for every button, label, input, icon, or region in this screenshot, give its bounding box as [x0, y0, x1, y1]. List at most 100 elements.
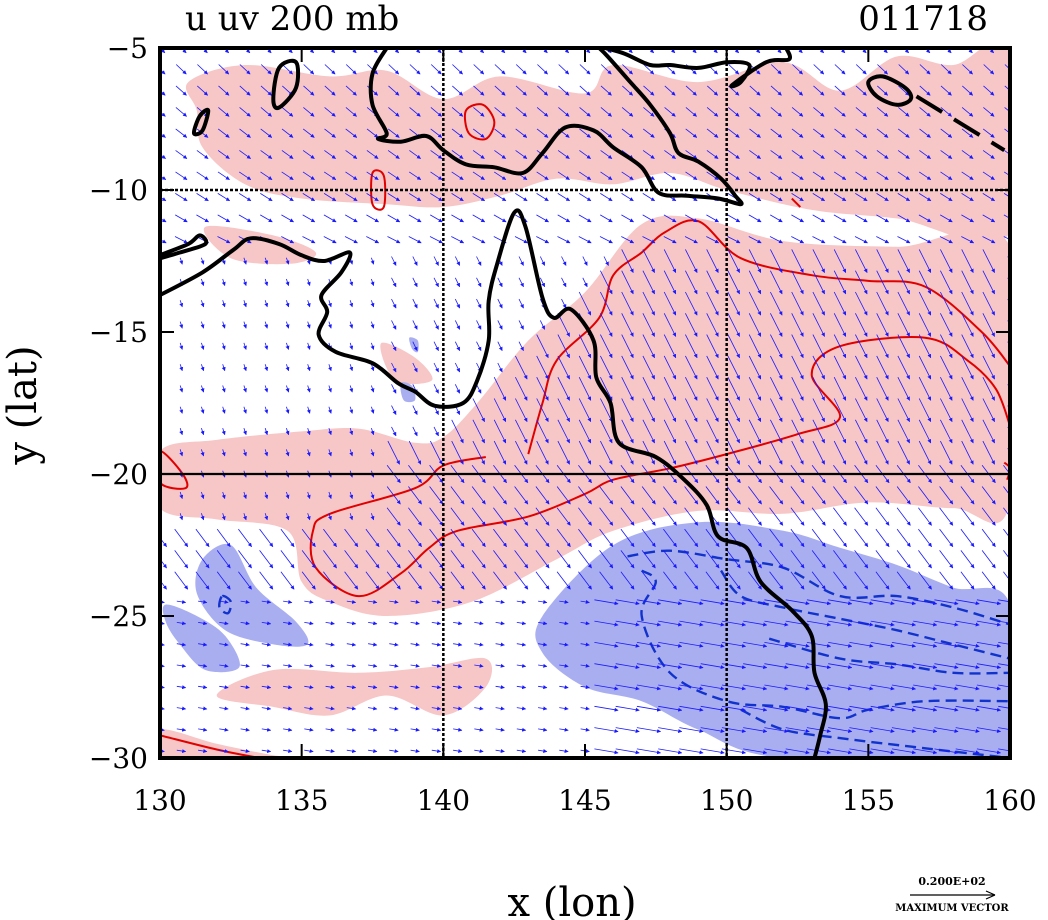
wind-vector-arrow [346, 642, 357, 647]
wind-vector-arrow [370, 491, 375, 499]
wind-vector-arrow [349, 278, 354, 286]
wind-vector-arrow [727, 128, 740, 138]
wind-vector-arrow [280, 550, 295, 569]
wind-vector-arrow [345, 85, 357, 96]
wind-vector-arrow [642, 334, 655, 359]
wind-vector-arrow [451, 419, 464, 444]
wind-vector-arrow [301, 550, 316, 569]
wind-vector-arrow [328, 385, 332, 393]
wind-vector-arrow [621, 270, 634, 295]
y-tick-label: −5 [107, 32, 148, 65]
wind-vector-arrow [366, 128, 379, 138]
wind-vector-arrow [368, 706, 378, 711]
wind-vector-arrow [557, 236, 571, 244]
wind-vector-arrow [749, 150, 761, 159]
wind-vector-arrow [408, 236, 422, 244]
wind-vector-arrow [706, 128, 719, 138]
wind-vector-arrow [453, 749, 463, 754]
wind-vector-arrow [685, 270, 698, 295]
wind-vector-arrow [174, 214, 188, 223]
wind-vector-arrow [325, 599, 335, 604]
wind-vector-arrow [200, 406, 205, 414]
wind-vector-arrow [285, 513, 290, 521]
wind-vector-arrow [559, 663, 569, 668]
wind-vector-arrow [516, 663, 527, 668]
wind-vector-arrow [515, 150, 528, 159]
wind-vector-arrow [514, 486, 529, 505]
wind-vector-arrow [219, 599, 229, 604]
wind-vector-arrow [700, 727, 725, 733]
wind-vector-arrow [280, 528, 295, 548]
y-axis-label: y (lat) [0, 345, 46, 465]
wind-vector-arrow [497, 362, 503, 373]
wind-vector-arrow [306, 278, 311, 286]
wind-vector-arrow [281, 193, 294, 202]
wind-vector-arrow [473, 85, 485, 96]
wind-vector-arrow [179, 257, 184, 265]
wind-vector-arrow [240, 685, 250, 690]
wind-vector-arrow [410, 727, 420, 732]
wind-vector-arrow [770, 313, 783, 337]
wind-vector-arrow [536, 128, 549, 138]
wind-vector-arrow [636, 599, 661, 606]
wind-vector-arrow [472, 419, 485, 444]
wind-vector-arrow [516, 685, 527, 690]
wind-vector-arrow [280, 571, 295, 590]
wind-vector-arrow [538, 749, 548, 754]
wind-vector-arrow [516, 749, 527, 754]
wind-vector-arrow [308, 48, 314, 54]
wind-vector-arrow [471, 571, 486, 590]
wind-vector-arrow [495, 727, 505, 732]
wind-vector-arrow [198, 749, 208, 754]
wind-vector-arrow [221, 491, 226, 499]
wind-vector-arrow [261, 621, 272, 626]
wind-vector-arrow [536, 193, 549, 202]
wind-vector-arrow [451, 128, 464, 138]
wind-vector-arrow [748, 419, 762, 444]
wind-vector-arrow [579, 107, 591, 117]
wind-vector-arrow [285, 385, 290, 393]
wind-vector-arrow [430, 193, 443, 202]
wind-vector-arrow [410, 621, 420, 626]
wind-vector-arrow [706, 236, 720, 244]
wind-vector-arrow [620, 486, 635, 505]
wind-vector-arrow [198, 663, 208, 668]
wind-vector-arrow [705, 528, 720, 548]
wind-vector-arrow [306, 427, 311, 436]
wind-vector-arrow [243, 427, 247, 436]
wind-vector-arrow [240, 621, 250, 626]
wind-vector-arrow [663, 291, 677, 316]
wind-vector-arrow [770, 150, 783, 159]
wind-vector-arrow [599, 528, 614, 548]
wind-vector-arrow [642, 128, 655, 138]
wind-vector-arrow [621, 419, 634, 444]
wind-vector-arrow [386, 507, 401, 526]
wind-vector-arrow [223, 48, 229, 54]
wind-vector-arrow [706, 313, 719, 337]
wind-vector-arrow [454, 256, 461, 266]
wind-vector-arrow [559, 599, 569, 604]
wind-vector-arrow [770, 334, 783, 359]
wind-vector-arrow [580, 663, 590, 668]
wind-vector-arrow [580, 727, 590, 732]
wind-vector-arrow [412, 362, 418, 373]
wind-vector-arrow [196, 171, 209, 181]
wind-vector-arrow [620, 550, 635, 569]
wind-vector-arrow [196, 214, 209, 223]
wind-vector-arrow [160, 685, 165, 690]
wind-vector-arrow [600, 150, 613, 159]
wind-vector-arrow [219, 621, 229, 626]
wind-vector-arrow [578, 507, 592, 526]
wind-vector-arrow [685, 377, 698, 401]
wind-vector-arrow [344, 236, 358, 244]
wind-vector-arrow [748, 398, 762, 423]
wind-vector-arrow [323, 528, 337, 548]
wind-vector-arrow [557, 398, 570, 423]
wind-vector-arrow [515, 64, 527, 75]
wind-vector-arrow [727, 249, 740, 273]
wind-vector-arrow [389, 599, 399, 604]
wind-vector-arrow [621, 398, 634, 423]
wind-vector-arrow [454, 277, 461, 288]
wind-vector-arrow [770, 193, 783, 202]
wind-vector-arrow [706, 377, 719, 401]
